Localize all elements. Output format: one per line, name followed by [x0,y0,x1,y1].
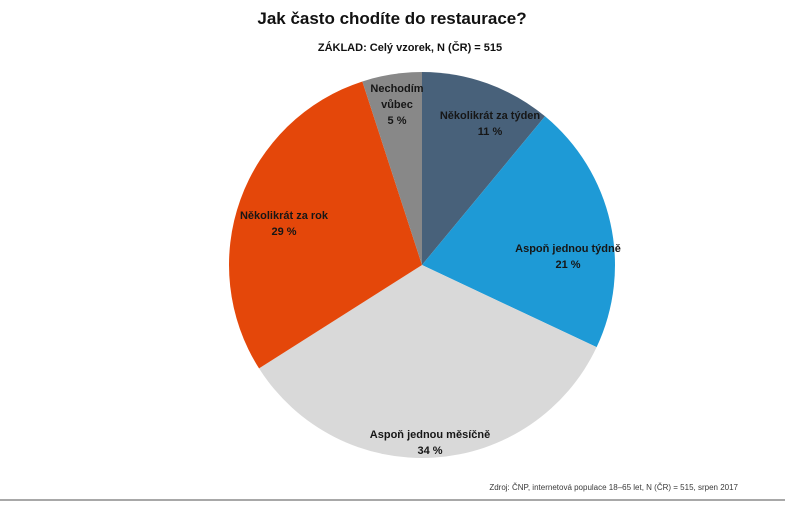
slice-label-3: Aspoň jednou měsíčně 34 % [370,427,490,459]
slice-label-text: Nechodím vůbec [370,83,424,111]
slice-label-text: Několikrát za rok [239,210,329,222]
slice-percent: 5 % [387,115,407,127]
slice-label-5: Nechodím vůbec 5 % [370,81,423,129]
slice-label-text: Aspoň jednou týdně [515,243,621,255]
pie-slice-4 [229,81,422,369]
slice-percent: 11 % [477,126,503,138]
slice-percent: 21 % [555,259,581,271]
pie-slice-1 [422,72,546,265]
slice-label-text: Aspoň jednou měsíčně [369,429,491,441]
chart-title: Jak často chodíte do restaurace? [257,9,527,28]
chart-subtitle: ZÁKLAD: Celý vzorek, N (ČR) = 515 [317,42,503,54]
slice-label-2: Aspoň jednou týdně 21 % [515,241,621,273]
slice-label-1: Několikrát za týden 11 % [440,108,540,140]
slice-label-4: Několikrát za rok 29 % [240,208,328,240]
pie-slice-5 [362,72,422,265]
slice-percent: 29 % [271,226,297,238]
pie-slice-2 [422,116,615,348]
bottom-divider [0,499,785,501]
slice-label-text: Několikrát za týden [439,110,541,122]
pie-slice-3 [259,265,597,459]
slice-percent: 34 % [417,445,443,457]
cesky-narodni-panel-logo: český národní panel [0,440,150,506]
source-note: Zdroj: ČNP, internetová populace 18–65 l… [489,483,738,492]
